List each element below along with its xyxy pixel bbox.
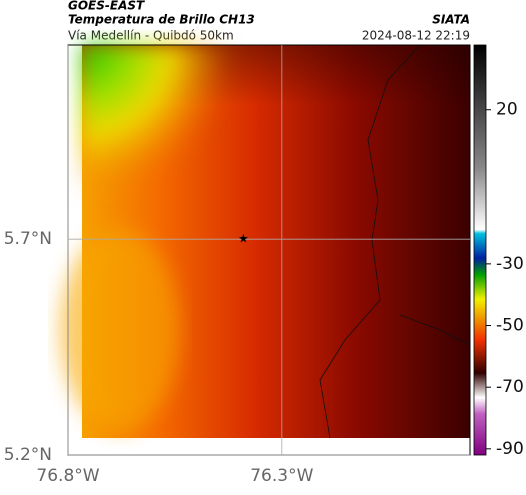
- colorbar: [473, 44, 487, 456]
- datetime: 2024-08-12 22:19: [362, 29, 470, 43]
- colorbar-label: -90: [496, 439, 524, 459]
- location-marker: ★: [238, 232, 249, 246]
- title: GOES-EAST: [68, 0, 145, 13]
- satellite-image: [60, 44, 471, 439]
- subtitle: Temperatura de Brillo CH13: [68, 13, 255, 27]
- x-tick-label: 76.8°W: [36, 466, 99, 486]
- colorbar-label: -50: [496, 316, 524, 336]
- source: SIATA: [432, 13, 470, 27]
- y-tick-label: 5.7°N: [4, 229, 52, 249]
- colorbar-label: -30: [496, 254, 524, 274]
- route: Vía Medellín - Quibdó 50km: [68, 29, 234, 43]
- y-tick-label: 5.2°N: [4, 445, 52, 465]
- x-tick-label: 76.3°W: [250, 466, 313, 486]
- colorbar-label: -70: [496, 377, 524, 397]
- colorbar-label: 20: [496, 100, 518, 120]
